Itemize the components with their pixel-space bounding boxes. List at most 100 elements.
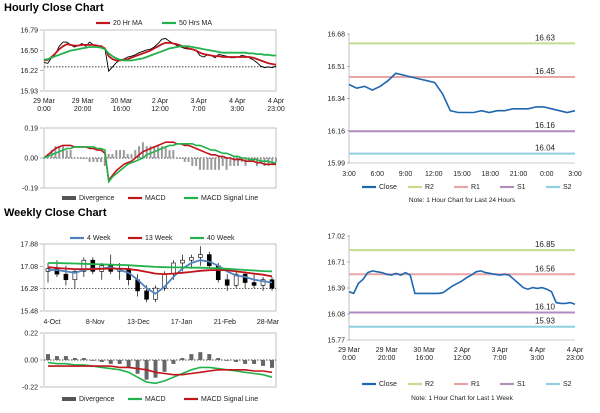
hourly-pivot-note: Note: 1 Hour Chart for Last 24 Hours (409, 197, 516, 204)
hourly-price-xtick: 2 Apr (152, 98, 169, 105)
hourly-macd-divergence-bar (107, 154, 110, 158)
hourly-macd-divergence-bar (229, 158, 232, 166)
hourly-macd-divergence-bar (157, 146, 160, 158)
hourly-macd-legend-swatch (62, 196, 76, 200)
weekly-pivot-xtick: 29 Mar (338, 347, 360, 354)
hourly-macd-ytick: -0.19 (22, 186, 38, 193)
hourly-macd-divergence-bar (202, 158, 205, 170)
hourly-macd-divergence-bar (138, 146, 141, 158)
hourly-macd-divergence-bar (62, 146, 65, 158)
hourly-pivot-ytick: 16.68 (327, 32, 345, 39)
weekly-candle-body (189, 257, 194, 261)
weekly-macd-divergence-bar (46, 354, 50, 360)
hourly-pivot-ytick: 16.34 (327, 96, 345, 103)
hourly-macd-divergence-bar (179, 158, 182, 159)
hourly-price-xtick: 30 Mar (110, 98, 132, 105)
weekly-macd-divergence-bar (108, 360, 113, 364)
hourly-pivot-ytick: 16.16 (327, 128, 345, 135)
weekly-candle-body (224, 279, 230, 286)
weekly-pivot-level-label: 16.85 (535, 240, 556, 249)
weekly-macd-divergence-bar (180, 358, 185, 360)
hourly-pivot-xtick: 15:00 (453, 171, 471, 178)
weekly-macd-divergence-bar (72, 358, 77, 360)
hourly-price-xtick: 20:00 (74, 106, 92, 113)
weekly-macd-line-macd-signal-line (48, 365, 273, 376)
weekly-pivot-legend-label: S1 (517, 381, 526, 388)
hourly-price-ytick: 15.93 (20, 89, 38, 96)
hourly-pivot-xtick: 0:00 (540, 171, 554, 178)
weekly-macd-divergence-bar (117, 360, 122, 364)
weekly-macd-divergence-bar (270, 360, 274, 368)
hourly-pivot-legend-label: R2 (425, 184, 434, 191)
weekly-macd-ytick: 0.00 (24, 358, 38, 365)
weekly-candle-body (81, 259, 87, 272)
weekly-macd-divergence-bar (63, 356, 68, 360)
weekly-candle-body (251, 282, 257, 286)
hourly-macd-divergence-bar (214, 158, 217, 170)
hourly-macd-divergence-bar (210, 158, 213, 170)
weekly-price-ytick: 16.28 (20, 286, 38, 293)
weekly-price-xtick: 8-Nov (86, 319, 105, 326)
hourly-macd-divergence-bar (119, 150, 122, 158)
hourly-macd-divergence-bar (233, 158, 236, 166)
weekly-candle-body (72, 271, 78, 281)
weekly-price-xtick: 4-Oct (43, 319, 60, 326)
hourly-macd-divergence-bar (275, 158, 277, 162)
hourly-pivot-level-label: 16.04 (535, 144, 556, 153)
weekly-macd-divergence-bar (162, 360, 167, 372)
weekly-pivot-ytick: 16.08 (327, 312, 345, 319)
hourly-macd-divergence-bar (217, 158, 220, 170)
hourly-pivot-close-line (348, 72, 576, 114)
weekly-macd-legend-label: MACD (145, 396, 166, 403)
weekly-macd-divergence-bar (225, 360, 230, 361)
weekly-macd-divergence-bar (243, 360, 248, 364)
hourly-macd-divergence-bar (168, 150, 171, 158)
hourly-pivot-legend-label: R1 (471, 184, 480, 191)
weekly-macd-legend-label: Divergence (79, 396, 115, 403)
weekly-macd-ytick: -0.22 (22, 385, 38, 392)
hourly-macd-divergence-bar (183, 158, 186, 162)
weekly-macd-divergence-bar (198, 352, 203, 360)
hourly-pivot-legend-label: Close (379, 184, 397, 191)
hourly-macd-divergence-bar (259, 158, 262, 162)
weekly-macd-divergence-bar (90, 360, 95, 361)
hourly-pivot-ytick: 16.51 (327, 64, 345, 71)
hourly-pivot-xtick: 12:00 (425, 171, 443, 178)
hourly-macd-line-macd-signal-line (43, 143, 276, 184)
hourly-macd-divergence-bar (187, 158, 190, 162)
hourly-price-legend-label: 50 Hrs MA (179, 20, 212, 27)
weekly-macd-line-macd (47, 361, 273, 385)
hourly-price-xtick: 29 Mar (72, 98, 94, 105)
weekly-price-xtick: 28-Mar (257, 319, 280, 326)
weekly-pivot-xtick: 3 Apr (491, 347, 508, 354)
hourly-macd-divergence-bar (191, 158, 194, 166)
weekly-pivot-xtick: 16:00 (416, 355, 434, 362)
hourly-price-xtick: 3 Apr (190, 98, 207, 105)
hourly-macd-divergence-bar (126, 154, 129, 158)
weekly-candle-body (206, 254, 212, 267)
weekly-pivot-level-label: 16.10 (535, 303, 556, 312)
hourly-pivot-xtick: 3:00 (342, 171, 356, 178)
hourly-macd-divergence-bar (195, 158, 198, 166)
weekly-candle-body (63, 273, 69, 281)
hourly-price-ytick: 16.79 (20, 28, 38, 35)
hourly-price-line-close (43, 38, 277, 73)
weekly-macd-ytick: 0.22 (24, 331, 38, 338)
weekly-pivot-xtick: 7:00 (493, 355, 507, 362)
weekly-macd-divergence-bar (189, 354, 194, 360)
weekly-pivot-legend-label: S2 (563, 381, 572, 388)
hourly-macd-divergence-bar (149, 146, 152, 158)
hourly-pivot-xtick: 18:00 (481, 171, 499, 178)
weekly-macd-divergence-bar (135, 360, 140, 374)
weekly-price-ytick: 17.88 (20, 242, 38, 249)
hourly-macd-divergence-bar (43, 158, 45, 159)
weekly-candle-body (180, 259, 185, 264)
weekly-macd-divergence-bar (234, 360, 239, 362)
hourly-pivot-level-label: 16.16 (535, 121, 556, 130)
weekly-macd-divergence-bar (216, 358, 221, 360)
hourly-macd-divergence-bar (84, 158, 87, 159)
weekly-pivot-legend-label: Close (379, 381, 397, 388)
hourly-macd-ytick: 0.19 (24, 126, 38, 133)
hourly-macd-legend-label: MACD Signal Line (201, 195, 258, 202)
